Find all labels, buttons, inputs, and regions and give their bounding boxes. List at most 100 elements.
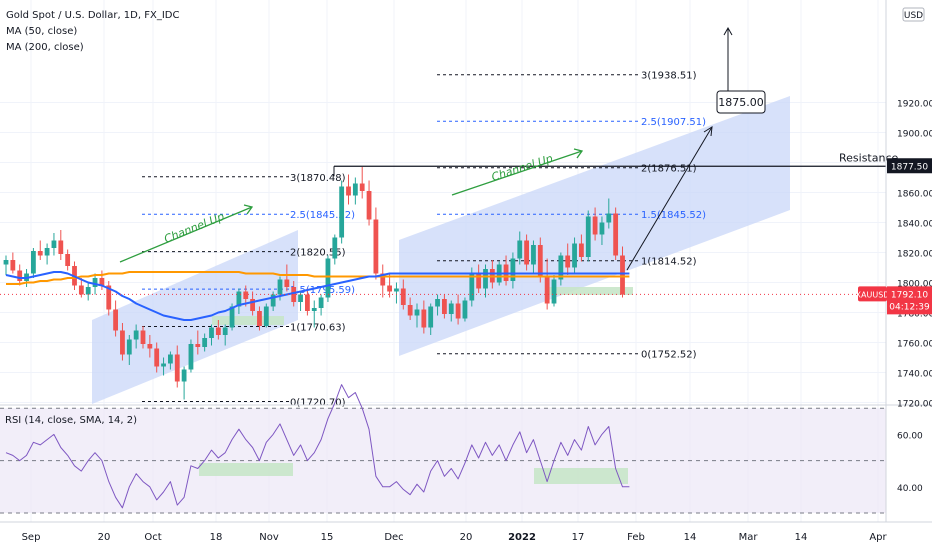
time-axis-tick: Feb	[627, 532, 645, 543]
candle	[366, 191, 372, 220]
time-axis-tick: Dec	[384, 532, 403, 543]
candle	[243, 291, 249, 299]
time-axis-tick: 15	[321, 532, 334, 543]
candle	[387, 285, 392, 292]
price-axis-tick: 1720.00	[897, 400, 932, 410]
currency-label: USD	[904, 11, 923, 21]
rsi-legend[interactable]: RSI (14, close, SMA, 14, 2)	[5, 415, 138, 426]
candle	[544, 276, 550, 304]
fib-right-label: 1.5(1845.52)	[641, 210, 706, 221]
candle	[215, 327, 221, 335]
rsi-line	[5, 384, 630, 509]
candle	[58, 240, 64, 254]
candle	[483, 269, 488, 289]
ma50-line	[5, 271, 630, 321]
time-axis-tick: 2022	[508, 532, 536, 543]
candle	[120, 330, 125, 355]
candle	[263, 306, 269, 326]
chart-legend: Gold Spot / U.S. Dollar, 1D, FX_IDC MA (…	[6, 8, 179, 56]
fib-right-label: 2(1876.51)	[641, 164, 697, 175]
candle	[435, 299, 440, 307]
candle	[551, 279, 557, 304]
candle	[462, 300, 468, 319]
resistance-label: Resistance	[839, 151, 899, 164]
countdown-label: 04:12:39	[889, 302, 930, 312]
time-axis-tick: Mar	[739, 532, 759, 543]
legend-ma50[interactable]: MA (50, close)	[6, 26, 78, 37]
candle	[346, 186, 351, 196]
candle	[188, 344, 194, 370]
fib-left-label: 1.5(1795.59)	[290, 285, 355, 296]
rsi-axis-tick: 40.00	[897, 484, 923, 494]
currency-box	[902, 7, 925, 22]
candle	[65, 254, 71, 266]
candle	[606, 213, 612, 223]
price-axis-tick: 1900.00	[897, 130, 932, 140]
time-axis-tick: 20	[460, 532, 473, 543]
last-price-label: 1792.10	[891, 290, 928, 300]
resistance-price-tag	[887, 158, 932, 174]
fib-left-label: 0(1720.70)	[290, 397, 346, 408]
candle	[455, 303, 461, 319]
legend-title[interactable]: Gold Spot / U.S. Dollar, 1D, FX_IDC	[6, 10, 180, 21]
fib-left-label: 2(1820.55)	[290, 248, 346, 259]
candle	[442, 299, 447, 314]
fib-left-label: 2.5(1845.52)	[290, 210, 355, 221]
candle	[613, 213, 619, 256]
price-axis-tick: 1780.00	[897, 310, 932, 320]
candle	[92, 278, 98, 287]
candle	[394, 288, 399, 292]
time-axis-tick: 14	[795, 532, 808, 543]
candle	[531, 245, 536, 265]
price-axis-tick: 1800.00	[897, 280, 932, 290]
candle	[510, 258, 516, 281]
time-axis-tick: Apr	[869, 532, 887, 543]
target-label: 1875.00	[718, 96, 764, 109]
candle	[168, 354, 173, 364]
candle	[51, 240, 57, 248]
candle	[359, 183, 365, 191]
candle	[558, 255, 564, 280]
rsi-axis-tick: 60.00	[897, 431, 923, 441]
candle	[113, 309, 118, 331]
support-zone-right	[548, 287, 633, 295]
target-arrowhead	[723, 26, 733, 36]
rsi-zone-right	[534, 468, 628, 484]
candle	[257, 311, 262, 326]
candle	[476, 273, 482, 289]
fib-right-label: 1(1814.52)	[641, 257, 697, 268]
candle	[250, 299, 255, 311]
candle	[17, 270, 23, 281]
fib-right-label: 0(1752.52)	[641, 350, 697, 361]
channel-arrow-right	[451, 150, 583, 196]
channel-arrowhead-left	[243, 204, 254, 215]
candle	[332, 237, 338, 259]
fib-left-label: 1(1770.63)	[290, 323, 346, 334]
candle	[414, 309, 420, 316]
legend-ma200[interactable]: MA (200, close)	[6, 42, 84, 53]
candle	[140, 330, 146, 344]
candles	[3, 167, 625, 400]
candle	[599, 222, 605, 235]
candle	[305, 294, 310, 311]
fib-right-label: 2.5(1907.51)	[641, 117, 706, 128]
candle	[126, 339, 132, 355]
candle	[311, 308, 317, 311]
last-price-tag	[887, 286, 932, 315]
ma200-line	[6, 271, 630, 285]
candle	[277, 279, 283, 295]
fib-left-label: 3(1870.48)	[290, 173, 346, 184]
fib-right-label: 3(1938.51)	[641, 71, 697, 82]
price-axis-tick: 1740.00	[897, 370, 932, 380]
candle	[325, 258, 331, 298]
time-axis-tick: Nov	[259, 532, 279, 543]
candle	[78, 285, 84, 295]
price-axis-tick: 1760.00	[897, 340, 932, 350]
candle	[537, 245, 543, 277]
channel-arrow-left	[119, 206, 253, 263]
candle	[318, 297, 324, 308]
candle	[565, 255, 571, 268]
candle	[620, 255, 625, 295]
